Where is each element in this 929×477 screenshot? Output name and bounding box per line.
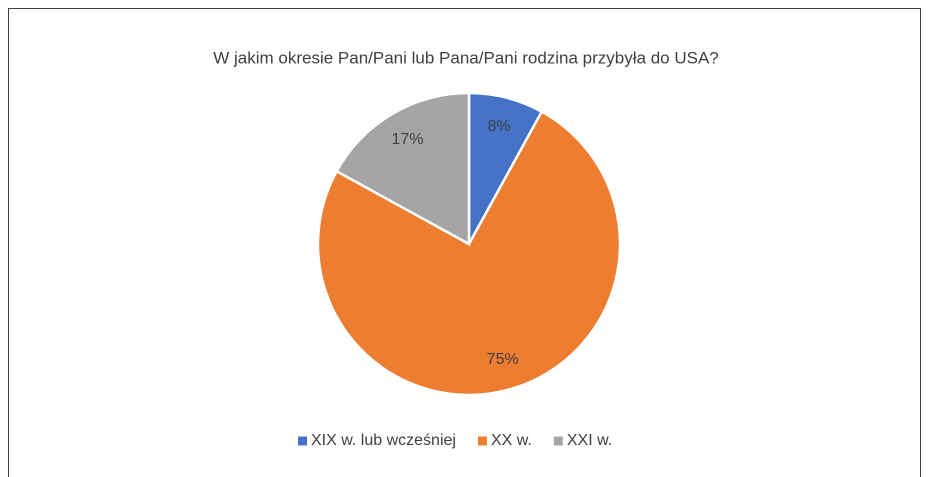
legend-label: XX w. <box>491 432 532 449</box>
legend-swatch <box>298 436 307 446</box>
chart-title: W jakim okresie Pan/Pani lub Pana/Pani r… <box>213 48 719 67</box>
pie-slice <box>316 109 622 397</box>
pie-slice <box>334 91 471 247</box>
data-label: 75% <box>487 351 519 368</box>
data-label: 17% <box>391 131 423 148</box>
legend-label: XIX w. lub wcześniej <box>311 432 456 449</box>
legend-label: XXI w. <box>567 432 612 449</box>
data-label: 8% <box>487 118 510 135</box>
legend-swatch <box>477 436 487 446</box>
legend-swatch <box>553 436 563 446</box>
